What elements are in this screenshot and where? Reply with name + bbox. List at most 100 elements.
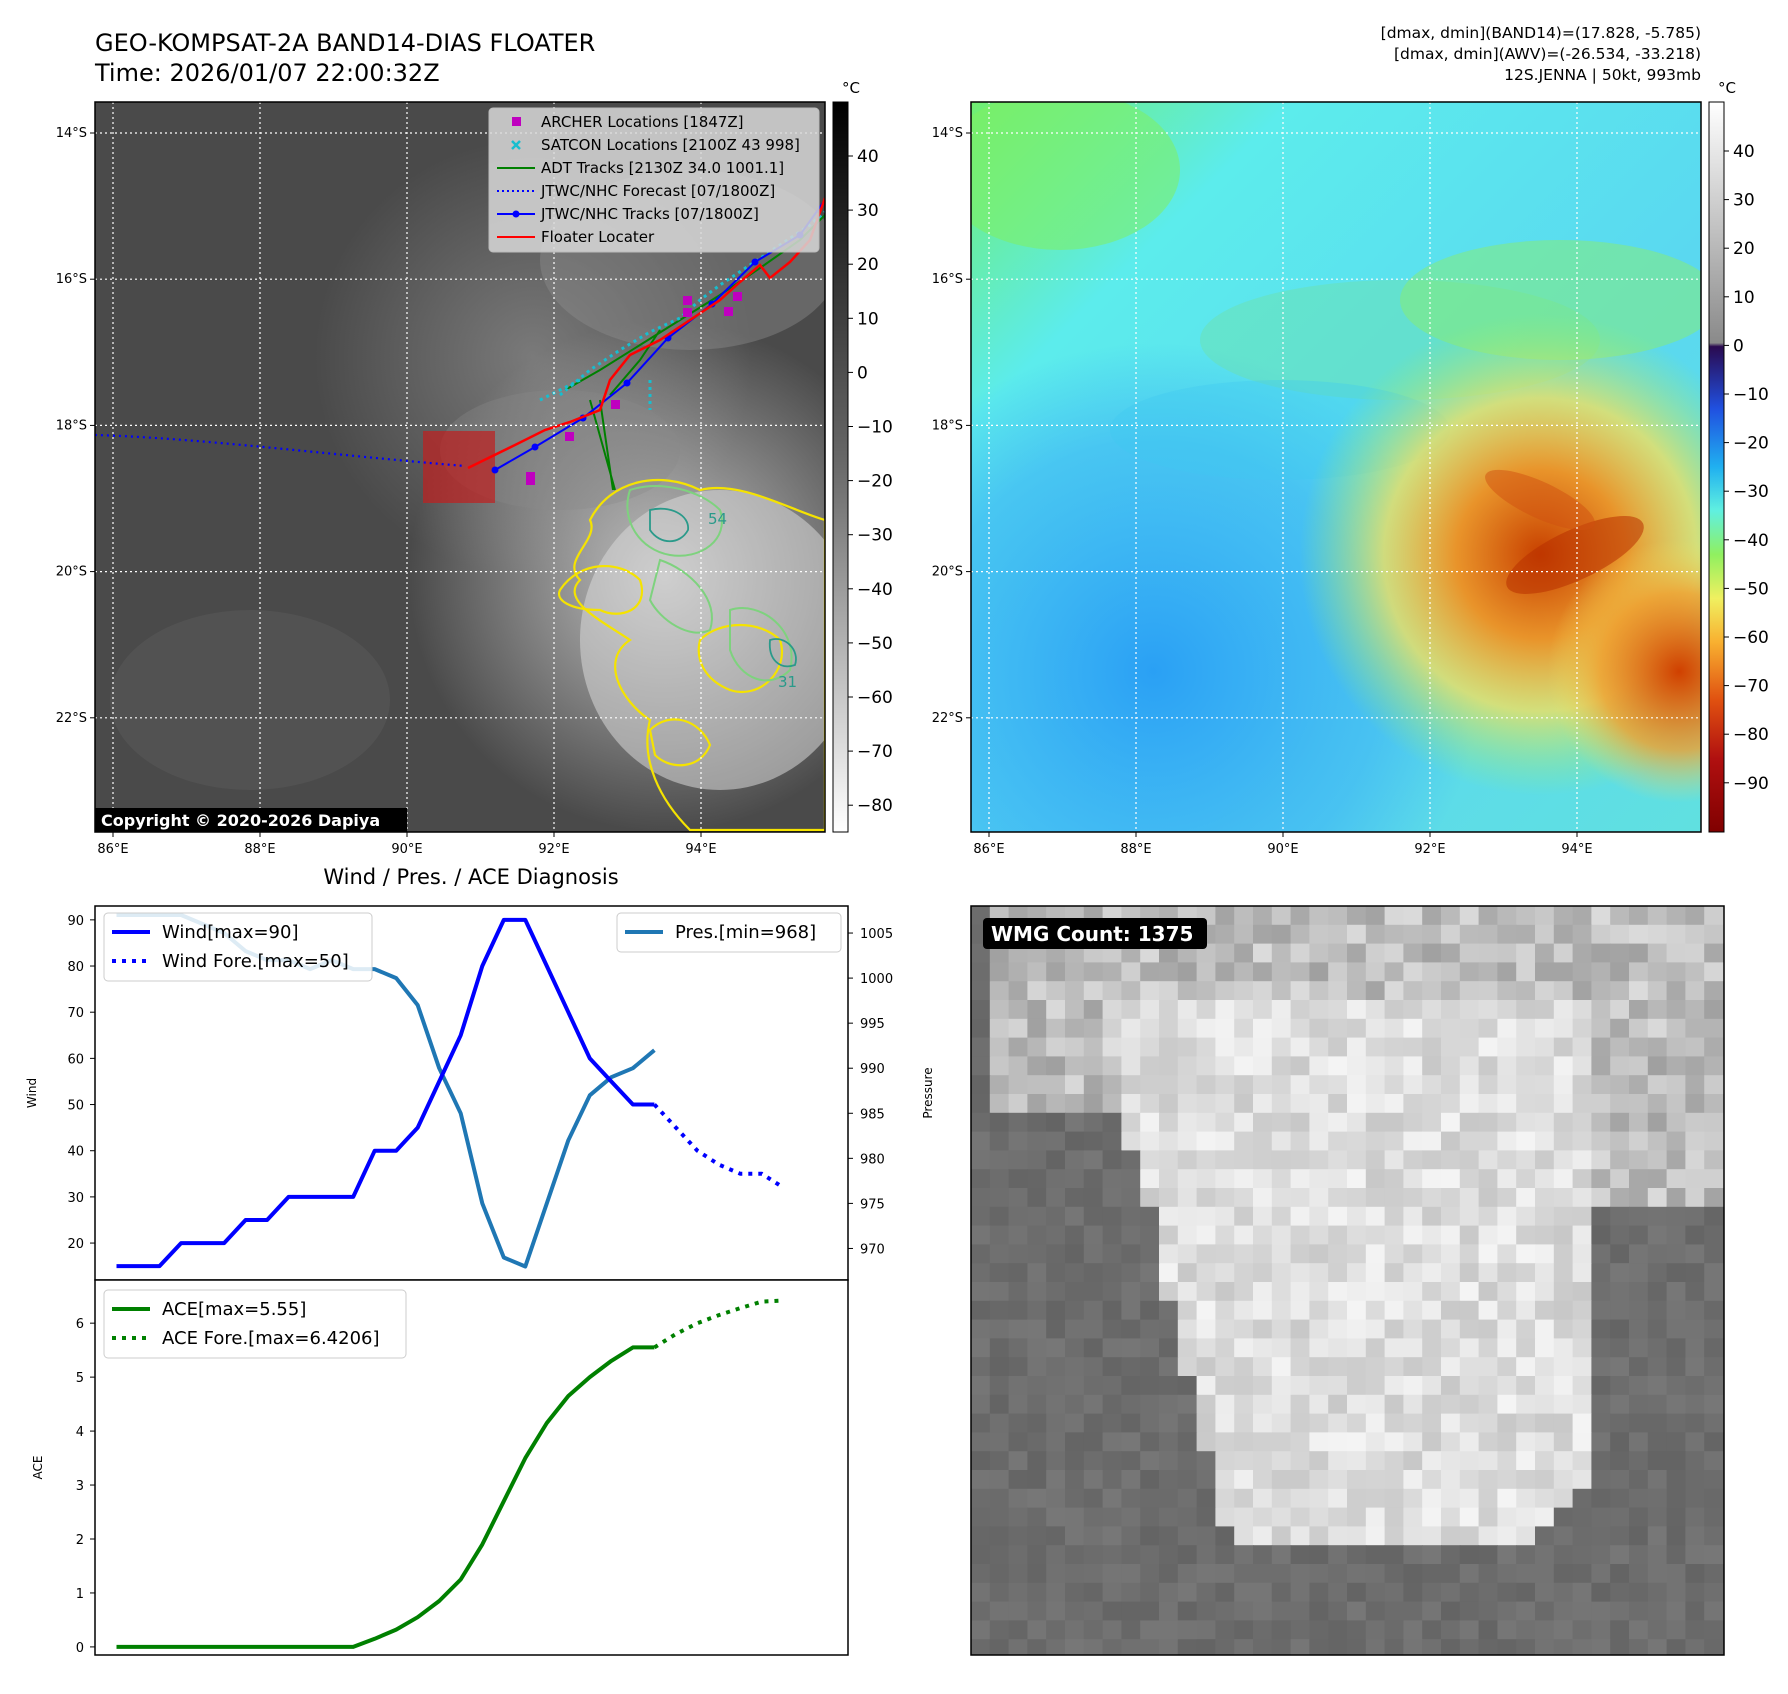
wmg-pixel [1159,1488,1179,1509]
wmg-pixel [1234,1188,1254,1208]
wmg-count-box [983,918,1207,949]
wmg-pixel [1403,1357,1423,1377]
wmg-pixel [1140,1601,1160,1621]
wmg-pixel [1704,906,1724,926]
wmg-pixel [1553,1244,1574,1264]
wmg-pixel [1027,1263,1047,1283]
wmg-pixel [1328,1018,1348,1039]
wmg-pixel [989,1056,1010,1076]
wmg-pixel [1046,1300,1066,1321]
wmg-pixel [1478,1545,1498,1565]
wind-axis-tick-label: 60 [67,1052,84,1067]
wmg-pixel [1647,1169,1668,1189]
wmg-pixel [1271,906,1292,926]
wmg-pixel [1196,1282,1216,1302]
wmg-pixel [1572,1319,1592,1339]
wmg-pixel [1553,1131,1574,1151]
wmg-pixel [1140,1432,1160,1452]
wmg-pixel [1666,924,1686,945]
wmg-pixel [1497,943,1517,963]
wmg-pixel [1328,1507,1348,1527]
ir-map-axis-ticks: 86°E 88°E 90°E 92°E 94°E14°S16°S18°S20°S22°S [56,126,717,857]
wmg-pixel [1647,1206,1668,1227]
wmg-pixel [1704,1056,1724,1076]
wmg-pixel [1215,1300,1235,1321]
wmg-pixel [1065,1282,1085,1302]
wmg-pixel [1121,1244,1141,1264]
wmg-pixel [1478,1263,1498,1283]
wmg-pixel [1591,1319,1611,1339]
wmg-pixel [1328,1451,1348,1471]
wmg-pixel [989,1263,1010,1283]
wmg-pixel [1290,1244,1310,1264]
wmg-pixel [1046,1451,1066,1471]
wmg-pixel [1441,1488,1461,1509]
wmg-pixel [1328,1131,1348,1151]
colorbar-tick-label: −20 [1733,434,1769,454]
wmg-pixel [1215,1526,1235,1546]
wmg-pixel [1535,1470,1555,1490]
wmg-pixel [1610,1000,1630,1020]
wmg-pixel [1610,1131,1630,1151]
wmg-pixel [1572,1620,1592,1640]
wmg-pixel [1516,1112,1536,1133]
wmg-pixel [1704,1394,1724,1415]
wmg-pixel [1591,1545,1611,1565]
wmg-pixel [1309,1620,1329,1640]
wmg-pixel [1177,1582,1198,1603]
wmg-pixel [1215,1319,1235,1339]
wmg-pixel [1083,1394,1104,1415]
wmg-pixel [1271,1150,1292,1170]
wmg-pixel [1704,924,1724,945]
wmg-pixel [1572,1564,1592,1584]
wmg-pixel [1121,1188,1141,1208]
wmg-pixel [1347,1507,1367,1527]
wmg-pixel [1441,962,1461,982]
wmg-pixel [1647,1188,1668,1208]
wmg-pixel [1347,1000,1367,1020]
colorbar-tick-label: 40 [857,147,879,167]
wmg-pixel [1478,1319,1498,1339]
wmg-pixel [1121,1225,1141,1245]
wmg-pixel [1328,1470,1348,1490]
wmg-pixel [989,1150,1010,1170]
wmg-pixel [1008,962,1028,982]
wmg-pixel [1441,1225,1461,1245]
wmg-pixel [971,1188,991,1208]
wmg-pixel [1497,1507,1517,1527]
wmg-pixel [1478,1338,1498,1358]
wmg-pixel [1159,1131,1179,1151]
wmg-pixel [1403,1131,1423,1151]
wmg-pixel [1516,1432,1536,1452]
wmg-pixel [1309,1432,1329,1452]
wmg-pixel [1083,1376,1104,1396]
wmg-pixel [1685,1432,1705,1452]
wmg-pixel [1253,1244,1273,1264]
wmg-pixel [1516,1526,1536,1546]
wmg-pixel [1083,1206,1104,1227]
wmg-pixel [1704,1451,1724,1471]
wmg-pixel [1610,1413,1630,1433]
wmg-pixel [1253,1282,1273,1302]
wmg-pixel [1065,1188,1085,1208]
wmg-pixel [1553,1282,1574,1302]
contour-label-54: 54 [708,510,727,528]
wmg-pixel [1685,1018,1705,1039]
wmg-pixel [1422,1056,1442,1076]
wmg-pixel [1497,1094,1517,1114]
wmg-pixel [1384,1094,1404,1114]
wmg-pixel [1046,1432,1066,1452]
wmg-pixel [1365,1338,1386,1358]
wmg-pixel [1234,1282,1254,1302]
wmg-pixel [1459,1112,1480,1133]
wmg-pixel [1441,1526,1461,1546]
wmg-pixel [1647,1394,1668,1415]
wmg-pixel [1610,1150,1630,1170]
wmg-pixel [1478,1470,1498,1490]
wmg-pixel [1704,1376,1724,1396]
gray-colorbar-unit: °C [842,79,860,97]
wmg-pixel [1422,1244,1442,1264]
wmg-pixel [1403,1394,1423,1415]
wmg-pixel [1234,1526,1254,1546]
color-colorbar-ramp [1708,101,1725,833]
